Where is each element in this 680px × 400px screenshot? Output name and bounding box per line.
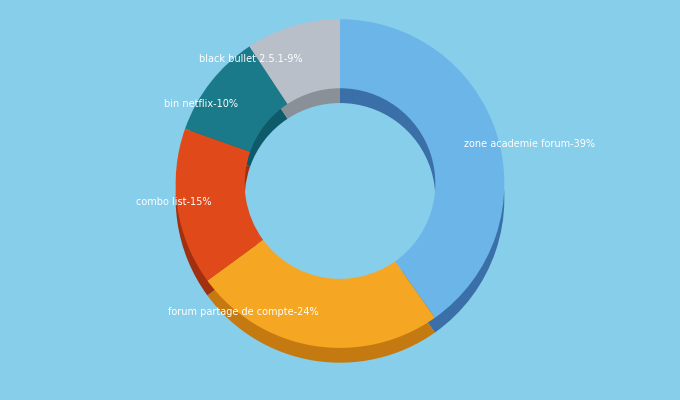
Wedge shape [340,19,505,318]
Text: zone academie forum-39%: zone academie forum-39% [464,139,595,149]
Text: bin netflix-10%: bin netflix-10% [164,98,238,108]
Text: forum partage de compte-24%: forum partage de compte-24% [169,307,319,317]
Wedge shape [185,61,288,166]
Wedge shape [340,34,505,332]
Wedge shape [185,46,288,152]
Wedge shape [207,240,435,348]
Text: combo list-15%: combo list-15% [136,198,211,208]
Wedge shape [250,19,340,104]
Wedge shape [250,34,340,119]
Wedge shape [175,129,263,280]
Wedge shape [175,144,263,295]
Text: black bullet 2.5.1-9%: black bullet 2.5.1-9% [199,54,303,64]
Wedge shape [207,255,435,363]
